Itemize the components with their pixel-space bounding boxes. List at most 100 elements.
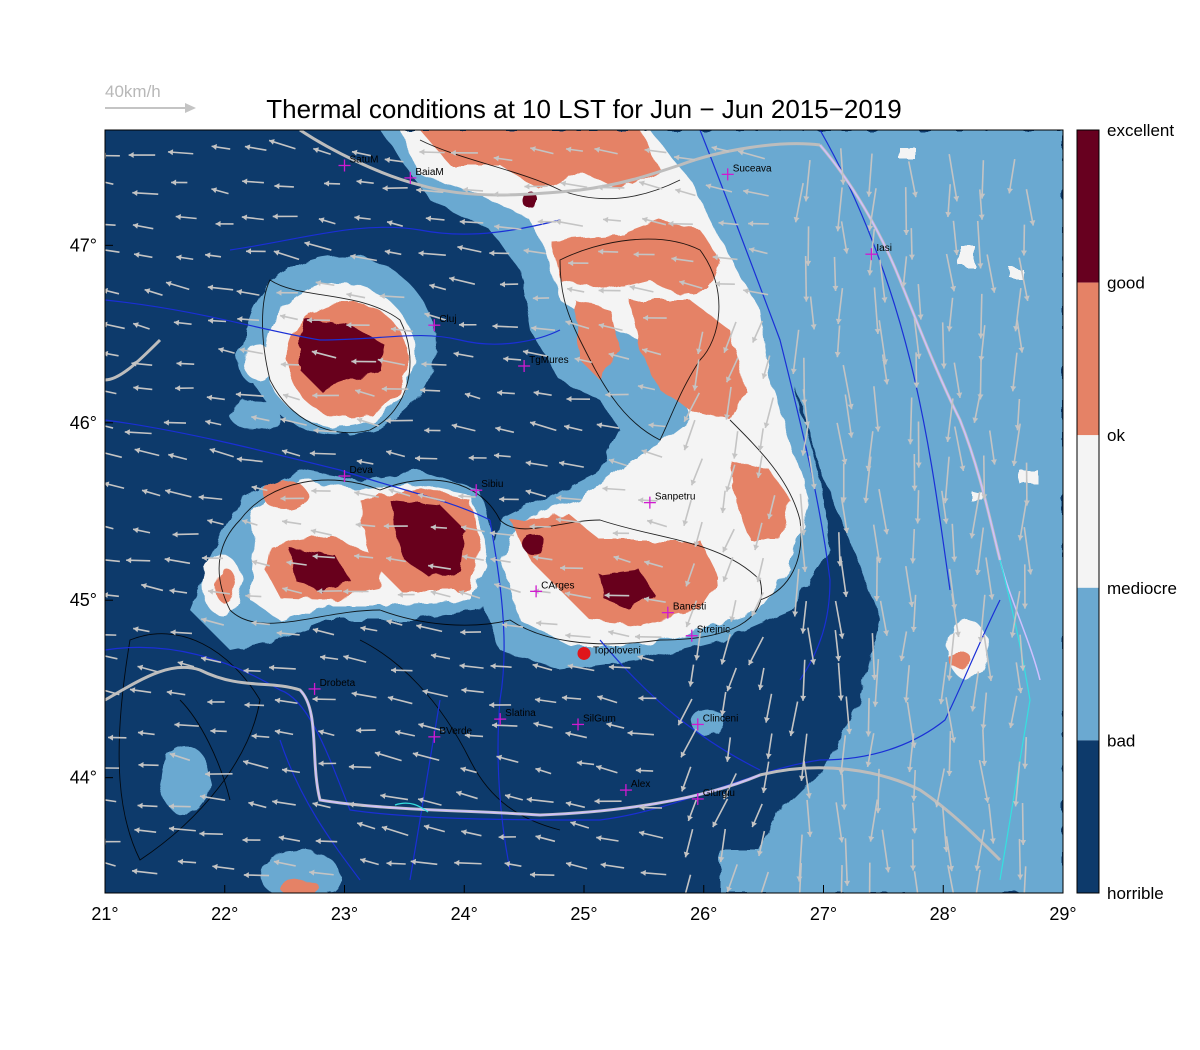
- city-label: Alex: [631, 779, 650, 790]
- wind-arrow: [276, 289, 298, 296]
- wind-arrow: [386, 860, 406, 867]
- wind-arrow: [1020, 803, 1027, 846]
- city-alex: Alex: [619, 779, 650, 797]
- wind-arrow: [343, 654, 367, 663]
- wind-arrow: [346, 322, 370, 329]
- wind-arrow: [872, 659, 880, 707]
- legend-label-ok: ok: [1107, 426, 1125, 445]
- wind-arrow: [865, 698, 872, 737]
- wind-arrow: [760, 871, 770, 893]
- wind-arrow: [274, 697, 298, 705]
- wind-arrow: [459, 663, 484, 670]
- wind-arrow: [141, 488, 161, 497]
- wind-arrow: [975, 869, 981, 893]
- wind-arrow: [914, 490, 921, 524]
- wind-arrow: [802, 389, 810, 427]
- city-label: Cluj: [439, 314, 456, 325]
- wind-arrow: [163, 419, 187, 426]
- wind-arrow: [490, 556, 511, 563]
- wind-arrow: [986, 254, 997, 293]
- wind-arrow: [251, 620, 270, 627]
- wind-arrow: [680, 766, 692, 792]
- wind-arrow: [138, 761, 159, 768]
- wind-arrow: [129, 687, 152, 694]
- wind-arrow: [319, 654, 339, 661]
- wind-arrow: [524, 183, 548, 190]
- wind-arrow: [450, 149, 478, 156]
- legend-swatch-ok: [1077, 435, 1099, 588]
- wind-arrow: [421, 361, 447, 368]
- wind-arrow: [1013, 761, 1021, 807]
- city-label: Drobeta: [320, 678, 356, 689]
- wind-arrow: [748, 636, 764, 666]
- city-satum: SatuM: [338, 154, 378, 172]
- wind-arrow: [679, 280, 703, 290]
- wind-arrow: [354, 553, 374, 560]
- wind-arrow: [169, 588, 188, 595]
- wind-arrow: [724, 386, 732, 420]
- city-label: Suceava: [733, 163, 772, 174]
- wind-arrow: [917, 283, 924, 320]
- wind-arrow: [496, 754, 519, 764]
- wind-arrow: [419, 149, 445, 156]
- wind-arrow: [377, 357, 406, 366]
- wind-arrow: [576, 760, 595, 767]
- wind-arrow: [462, 554, 484, 562]
- wind-arrow: [457, 244, 482, 253]
- wind-arrow: [560, 565, 584, 572]
- wind-arrow: [737, 149, 766, 160]
- x-tick-label: 29°: [1049, 904, 1076, 924]
- y-tick-label: 44°: [70, 768, 97, 788]
- wind-arrow: [803, 256, 810, 302]
- wind-arrow: [714, 280, 735, 287]
- wind-arrow: [808, 455, 817, 490]
- x-tick-label: 22°: [211, 904, 238, 924]
- wind-arrow: [384, 249, 402, 256]
- wind-arrow: [911, 802, 918, 834]
- wind-arrow: [640, 869, 667, 876]
- wind-arrow: [504, 861, 522, 868]
- wind-arrow: [493, 191, 511, 198]
- wind-arrow: [210, 728, 227, 735]
- wind-arrow: [498, 834, 516, 841]
- wind-arrow: [311, 349, 337, 359]
- wind-arrow: [952, 220, 960, 256]
- city-label: CArges: [541, 580, 574, 591]
- wind-arrow: [725, 357, 739, 383]
- wind-arrow: [168, 825, 196, 832]
- wind-arrow: [251, 733, 270, 740]
- wind-arrow: [245, 592, 262, 599]
- wind-arrow: [534, 697, 557, 704]
- x-tick-label: 27°: [810, 904, 837, 924]
- wind-arrow: [945, 253, 957, 292]
- wind-arrow: [351, 149, 372, 157]
- x-tick-label: 21°: [91, 904, 118, 924]
- wind-arrow: [386, 220, 403, 227]
- wind-arrow: [390, 667, 413, 674]
- wind-arrow: [834, 325, 841, 358]
- wind-arrow: [199, 793, 226, 801]
- wind-arrow: [567, 663, 595, 672]
- wind-arrow: [199, 830, 223, 837]
- wind-arrow: [946, 731, 953, 776]
- wind-arrow: [493, 452, 511, 459]
- wind-arrow: [144, 288, 163, 296]
- wind-arrow: [565, 319, 590, 330]
- y-tick-label: 45°: [70, 590, 97, 610]
- wind-arrow: [105, 767, 120, 769]
- wind-arrow: [911, 454, 918, 491]
- wind-arrow: [176, 254, 194, 261]
- wind-arrow: [751, 803, 763, 828]
- wind-arrow: [972, 392, 982, 423]
- wind-arrow: [494, 582, 521, 594]
- wind-arrow: [128, 152, 156, 159]
- city-markers: SatuM BaiaM Suceava Iasi Cluj TgMures Deva Sibi…: [308, 154, 892, 805]
- wind-arrow: [634, 633, 662, 640]
- wind-arrow: [167, 149, 194, 156]
- wind-arrow: [608, 664, 631, 671]
- wind-arrow: [844, 394, 854, 438]
- wind-arrow: [137, 802, 158, 809]
- wind-arrow: [177, 660, 195, 668]
- wind-arrow: [629, 284, 654, 293]
- wind-arrow: [105, 559, 120, 563]
